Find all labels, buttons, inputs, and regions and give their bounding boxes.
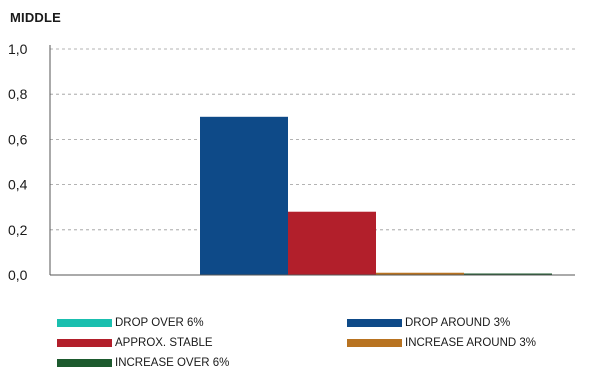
bar-drop-around-3 [200, 116, 288, 275]
legend-swatch [347, 319, 402, 327]
bars [200, 116, 552, 275]
y-tick-label: 0,2 [8, 222, 28, 238]
bar-approx-stable [288, 211, 376, 275]
legend-swatch [57, 339, 112, 347]
bar-increase-over-6 [464, 273, 552, 275]
legend-swatch [57, 319, 112, 327]
legend-label: APPROX. STABLE [115, 337, 213, 349]
bar-increase-around-3 [376, 272, 464, 275]
legend-label: INCREASE AROUND 3% [405, 337, 537, 349]
legend-item-increase-over-6: INCREASE OVER 6% [57, 356, 229, 370]
y-tick-label: 0,0 [8, 267, 28, 283]
legend-label: DROP OVER 6% [115, 317, 204, 329]
legend-item-increase-around-3: INCREASE AROUND 3% [347, 336, 536, 350]
y-tick-label: 0,4 [8, 177, 28, 193]
y-tick-label: 0,8 [8, 86, 28, 102]
chart-title: MIDDLE [10, 10, 62, 25]
legend-item-drop-around-3: DROP AROUND 3% [347, 316, 510, 330]
legend-item-approx-stable: APPROX. STABLE [57, 336, 213, 350]
legend-label: INCREASE OVER 6% [115, 357, 230, 369]
legend-swatch [347, 339, 402, 347]
legend-swatch [57, 359, 112, 367]
legend-label: DROP AROUND 3% [405, 317, 511, 329]
legend-item-drop-over-6: DROP OVER 6% [57, 316, 204, 330]
gridlines [50, 48, 575, 231]
y-tick-label: 1,0 [8, 41, 28, 57]
y-axis-ticks: 0,0 0,2 0,4 0,6 0,8 1,0 [8, 41, 28, 283]
bar-chart: 0,0 0,2 0,4 0,6 0,8 1,0 [8, 41, 575, 283]
y-tick-label: 0,6 [8, 131, 28, 147]
